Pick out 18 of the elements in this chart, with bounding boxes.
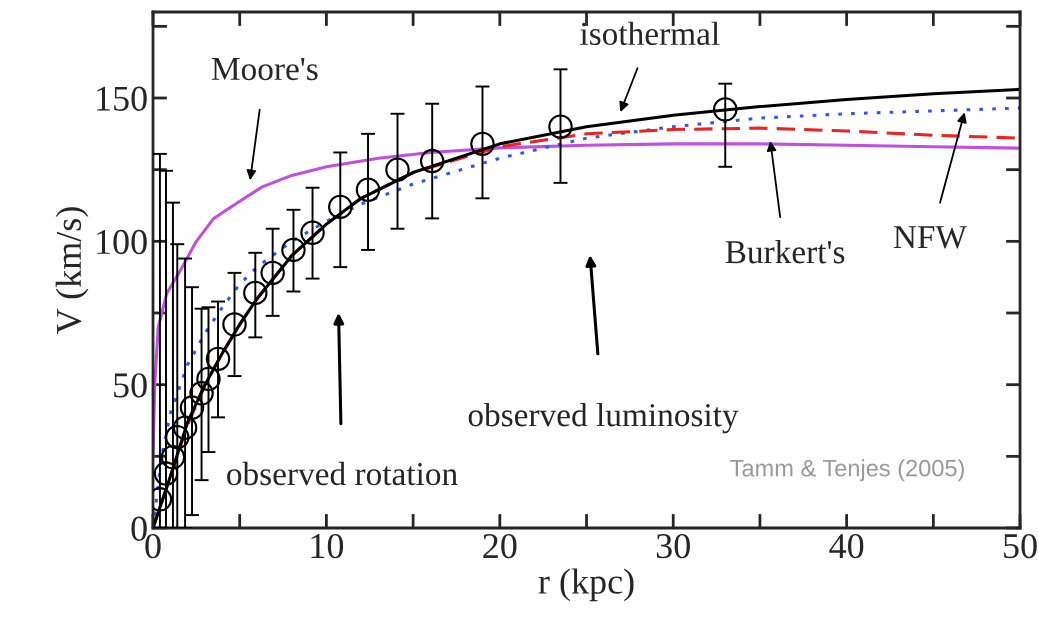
annotation: Tamm & Tenjes (2005) <box>730 459 964 482</box>
annotation: isothermal <box>580 21 720 46</box>
y-tick-label: 0 <box>131 516 147 541</box>
y-tick-label: 150 <box>97 86 147 111</box>
annotation: NFW <box>893 226 967 249</box>
x-axis-title: r (kpc) <box>538 568 634 602</box>
y-axis-title: V (km/s) <box>55 207 89 334</box>
y-tick-label: 50 <box>114 373 147 398</box>
x-tick-label: 10 <box>311 533 344 559</box>
annotation: Moore's <box>211 58 318 81</box>
x-tick-label: 20 <box>483 533 517 559</box>
x-tick-label: 40 <box>829 533 864 559</box>
y-tick-label: 100 <box>97 229 147 255</box>
x-tick-label: 50 <box>1004 533 1037 559</box>
annotation: Burkert's <box>725 239 845 264</box>
x-tick-label: 30 <box>656 533 690 559</box>
annotation: observed rotation <box>227 461 458 486</box>
annotation: observed luminosity <box>468 402 739 434</box>
